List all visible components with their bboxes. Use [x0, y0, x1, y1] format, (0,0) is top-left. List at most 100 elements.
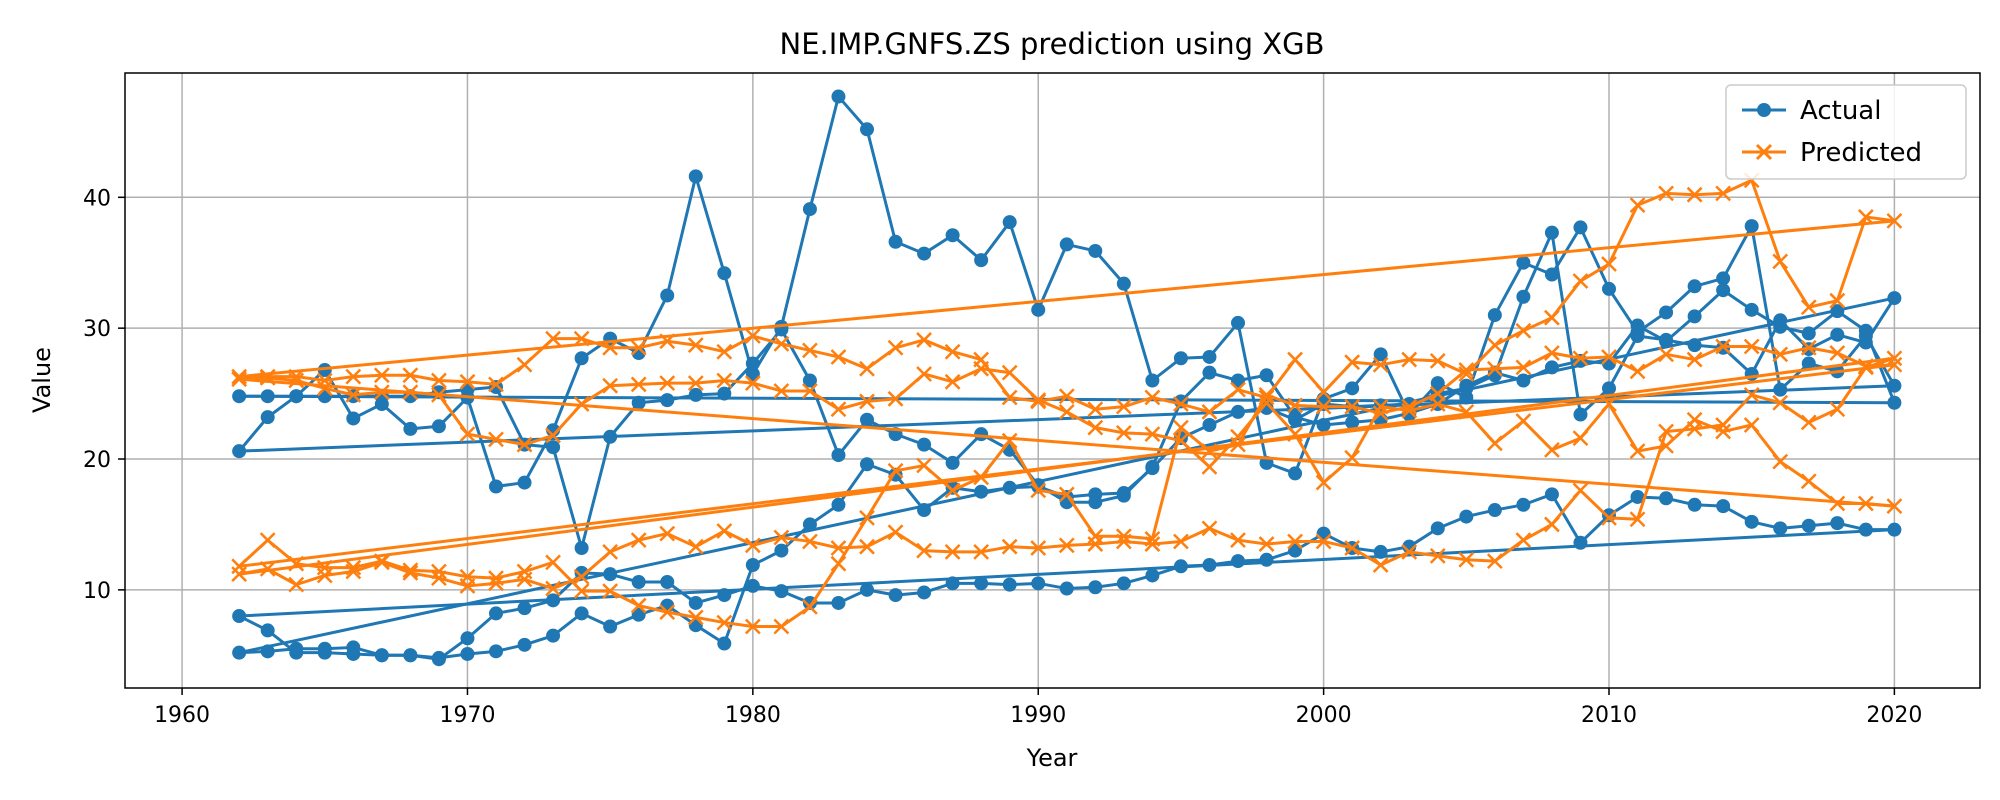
predicted-point	[1058, 486, 1075, 503]
predicted-point	[345, 368, 362, 385]
predicted-point	[488, 376, 504, 393]
predicted-point	[488, 575, 504, 592]
actual-point	[489, 479, 503, 494]
actual-point	[688, 169, 703, 184]
predicted-point	[545, 580, 561, 597]
predicted-point	[1087, 536, 1104, 552]
predicted-point	[602, 544, 619, 560]
actual-point	[1088, 580, 1103, 595]
predicted-point	[1829, 495, 1846, 512]
actual-series	[232, 89, 1902, 667]
actual-point	[403, 648, 418, 663]
actual-point	[1430, 376, 1445, 391]
predicted-point	[1115, 424, 1132, 441]
actual-point	[1259, 552, 1274, 567]
y-tick-label: 30	[83, 317, 111, 342]
predicted-point	[1829, 401, 1846, 418]
actual-point	[831, 89, 846, 104]
actual-point	[1716, 499, 1731, 514]
actual-point	[1116, 276, 1131, 291]
actual-point	[974, 576, 989, 591]
actual-point	[860, 457, 874, 472]
predicted-point	[916, 332, 932, 348]
legend-predicted-label: Predicted	[1800, 138, 1922, 168]
actual-point	[1088, 243, 1103, 258]
predicted-point	[659, 375, 676, 392]
actual-point	[517, 637, 532, 652]
actual-point	[745, 366, 760, 381]
predicted-point	[887, 462, 904, 479]
predicted-point	[1629, 511, 1646, 528]
predicted-point	[1144, 426, 1161, 443]
predicted-point	[1230, 532, 1246, 549]
predicted-series	[231, 172, 1903, 635]
predicted-point	[916, 366, 932, 382]
predicted-point	[1115, 533, 1132, 550]
predicted-point	[659, 604, 676, 620]
actual-point	[1687, 497, 1702, 512]
actual-point	[1345, 381, 1360, 396]
actual-point	[831, 497, 846, 512]
predicted-point	[1429, 385, 1446, 402]
predicted-point	[1087, 419, 1104, 436]
predicted-point	[1372, 405, 1389, 422]
predicted-point	[773, 383, 790, 399]
actual-point	[1687, 279, 1702, 294]
actual-point	[774, 543, 789, 558]
actual-point	[1231, 554, 1245, 569]
predicted-point	[345, 563, 362, 580]
predicted-point	[516, 571, 533, 588]
actual-point	[1801, 326, 1816, 341]
x-tick-label: 1980	[725, 703, 781, 728]
actual-point	[1744, 514, 1759, 529]
predicted-point	[1372, 356, 1389, 373]
predicted-point	[1058, 388, 1075, 405]
actual-point	[603, 429, 618, 444]
actual-point	[1858, 335, 1873, 350]
predicted-point	[1772, 346, 1789, 363]
actual-point	[1630, 318, 1645, 333]
predicted-point	[1686, 186, 1703, 203]
predicted-point	[716, 523, 733, 539]
predicted-point	[1658, 185, 1674, 202]
actual-point	[802, 373, 817, 388]
actual-point	[688, 618, 703, 633]
predicted-point	[1601, 256, 1617, 272]
predicted-point	[1258, 387, 1275, 403]
actual-point	[1288, 466, 1303, 481]
actual-point	[546, 440, 561, 455]
predicted-point	[1144, 536, 1161, 552]
actual-point	[1430, 521, 1445, 536]
predicted-point	[1344, 540, 1361, 556]
predicted-point	[630, 376, 647, 393]
predicted-point	[431, 570, 447, 586]
actual-point	[1830, 516, 1845, 531]
predicted-point	[288, 576, 305, 593]
predicted-point	[1344, 398, 1361, 415]
predicted-point	[716, 372, 733, 389]
actual-point	[1345, 415, 1360, 430]
predicted-point	[1800, 414, 1817, 431]
predicted-point	[1715, 185, 1732, 202]
x-tick-label: 2000	[1296, 703, 1352, 728]
predicted-point	[859, 360, 875, 377]
actual-point	[1459, 509, 1474, 524]
actual-point	[1316, 397, 1331, 412]
actual-point	[1316, 526, 1331, 541]
actual-point	[1088, 487, 1103, 502]
actual-point	[945, 455, 960, 470]
actual-point	[1059, 581, 1074, 596]
predicted-point	[1658, 423, 1674, 440]
predicted-point	[1800, 299, 1817, 316]
predicted-point	[1572, 482, 1589, 499]
actual-point	[1744, 219, 1759, 234]
predicted-point	[1686, 421, 1703, 437]
predicted-point	[259, 532, 276, 549]
actual-wraparound-line	[238, 296, 1895, 655]
predicted-point	[573, 568, 590, 585]
actual-point	[489, 606, 503, 621]
predicted-point	[944, 482, 961, 499]
actual-point	[1858, 323, 1873, 338]
predicted-wraparound-line	[238, 356, 1895, 576]
